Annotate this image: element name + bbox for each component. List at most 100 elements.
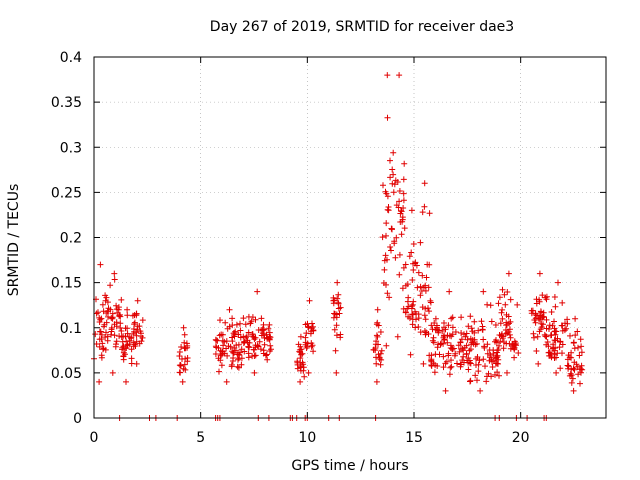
data-point [541, 331, 548, 338]
data-point [128, 334, 135, 341]
data-point [445, 350, 452, 357]
data-point [377, 361, 384, 368]
data-point [506, 326, 513, 333]
data-point [457, 339, 464, 346]
data-point [465, 366, 472, 373]
data-point [426, 261, 433, 268]
data-point [465, 323, 472, 330]
data-point [460, 347, 467, 354]
data-point [133, 310, 140, 317]
data-point [442, 360, 449, 367]
data-point [248, 318, 255, 325]
data-point [390, 149, 397, 156]
data-point [249, 331, 256, 338]
data-point [409, 316, 416, 323]
y-tick-label: 0.25 [51, 185, 82, 201]
data-point [238, 355, 245, 362]
data-point [394, 333, 401, 340]
data-point [306, 297, 313, 304]
data-point [568, 349, 575, 356]
data-point [418, 288, 425, 294]
data-point [388, 247, 394, 254]
data-point [557, 365, 564, 372]
data-point [232, 347, 239, 354]
data-point [379, 234, 386, 241]
data-point [378, 347, 385, 354]
data-point [442, 387, 449, 394]
data-point [335, 291, 342, 298]
data-points [91, 72, 586, 421]
data-point [448, 315, 455, 322]
data-point [463, 330, 470, 337]
y-tick-label: 0 [73, 411, 82, 427]
data-point [448, 357, 454, 364]
data-point [249, 353, 256, 360]
data-point [528, 310, 535, 317]
data-point [540, 314, 547, 320]
data-point [483, 378, 490, 385]
data-point [555, 279, 561, 286]
data-point [568, 354, 575, 361]
data-point [104, 333, 111, 340]
data-point [530, 330, 537, 337]
data-point [569, 375, 576, 382]
data-point [466, 357, 473, 364]
data-point [402, 261, 409, 268]
data-point [570, 339, 577, 346]
data-point [226, 323, 233, 330]
data-point [440, 364, 447, 371]
data-point [399, 218, 406, 225]
data-point [422, 316, 429, 323]
data-point [302, 334, 309, 341]
data-point [249, 314, 256, 321]
data-point [578, 366, 584, 372]
data-point [551, 347, 558, 354]
data-point [428, 362, 435, 368]
data-point [533, 296, 540, 303]
data-point [310, 348, 317, 355]
data-point [374, 333, 381, 340]
data-point [507, 334, 514, 341]
data-point [543, 296, 550, 303]
data-point [336, 310, 343, 317]
data-point [267, 342, 274, 349]
data-point [415, 324, 422, 330]
data-point [563, 325, 570, 332]
data-point [447, 364, 454, 371]
data-point [216, 332, 223, 339]
data-point [401, 160, 408, 167]
data-point [97, 328, 104, 335]
x-tick-label: 0 [90, 430, 99, 446]
data-point [251, 346, 258, 353]
data-point [258, 315, 265, 322]
data-point [95, 309, 101, 316]
data-point [505, 270, 512, 277]
data-point [557, 338, 564, 345]
data-point [93, 341, 100, 347]
data-point [245, 329, 252, 336]
y-tick-label: 0.05 [51, 366, 82, 382]
data-point [109, 369, 116, 376]
data-point [390, 189, 397, 196]
data-point [384, 206, 391, 213]
data-point [264, 356, 271, 363]
data-point [331, 297, 338, 304]
data-point [458, 314, 465, 321]
data-point [551, 294, 558, 300]
data-point [558, 322, 565, 329]
data-point [184, 358, 191, 365]
data-point [252, 352, 259, 359]
data-point [499, 331, 505, 337]
data-point [468, 325, 475, 332]
data-point [415, 315, 422, 322]
data-point [104, 299, 111, 306]
data-point [107, 282, 114, 289]
data-point [182, 366, 189, 373]
data-point [441, 320, 447, 326]
data-point [303, 345, 310, 351]
data-point [487, 352, 494, 359]
data-point [481, 343, 488, 350]
data-point [504, 289, 511, 295]
data-point [561, 327, 568, 334]
data-point [370, 346, 377, 353]
